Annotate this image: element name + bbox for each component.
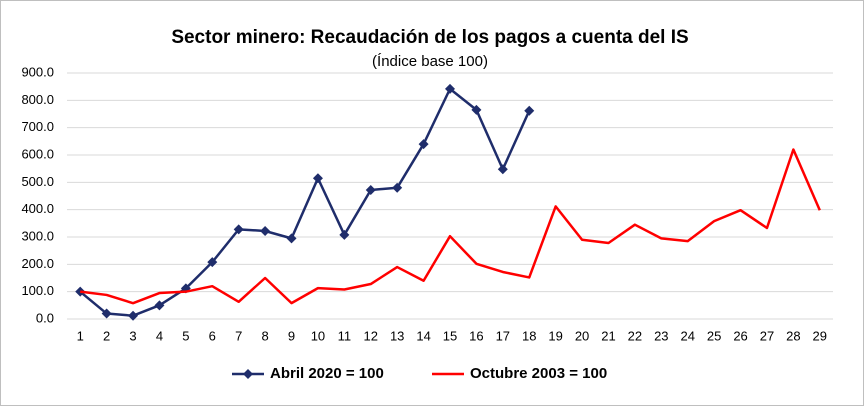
x-tick-label: 22 bbox=[628, 328, 642, 343]
marker bbox=[497, 164, 508, 175]
x-tick-label: 1 bbox=[77, 328, 84, 343]
series-line bbox=[80, 148, 821, 305]
x-tick-label: 27 bbox=[760, 328, 774, 343]
marker bbox=[365, 184, 376, 195]
x-tick-label: 19 bbox=[548, 328, 562, 343]
x-tick-label: 25 bbox=[707, 328, 721, 343]
marker bbox=[260, 225, 271, 236]
x-tick-label: 8 bbox=[261, 328, 268, 343]
legend-marker bbox=[243, 369, 253, 379]
legend-label: Abril 2020 = 100 bbox=[270, 365, 384, 382]
marker bbox=[445, 83, 455, 94]
legend-label: Octubre 2003 = 100 bbox=[470, 365, 607, 382]
chart-title: Sector minero: Recaudación de los pagos … bbox=[171, 27, 688, 48]
chart-subtitle: (Índice base 100) bbox=[372, 53, 488, 70]
x-tick-label: 14 bbox=[416, 328, 430, 343]
x-tick-label: 13 bbox=[390, 328, 404, 343]
x-tick-label: 11 bbox=[338, 328, 352, 343]
y-tick-label: 500.0 bbox=[21, 174, 54, 189]
x-tick-label: 20 bbox=[575, 328, 589, 343]
x-tick-label: 2 bbox=[103, 328, 110, 343]
x-tick-label: 29 bbox=[813, 328, 827, 343]
x-tick-label: 9 bbox=[288, 328, 295, 343]
y-tick-label: 800.0 bbox=[21, 92, 54, 107]
y-tick-label: 400.0 bbox=[21, 201, 54, 216]
marker bbox=[128, 310, 139, 321]
x-tick-label: 7 bbox=[235, 328, 242, 343]
y-tick-label: 100.0 bbox=[21, 283, 54, 298]
marker bbox=[207, 257, 218, 268]
x-tick-label: 4 bbox=[156, 328, 163, 343]
y-tick-label: 300.0 bbox=[21, 228, 54, 243]
x-tick-label: 28 bbox=[786, 328, 800, 343]
x-tick-label: 23 bbox=[654, 328, 668, 343]
x-tick-label: 24 bbox=[680, 328, 694, 343]
marker bbox=[101, 308, 112, 319]
y-tick-label: 200.0 bbox=[21, 256, 54, 271]
marker bbox=[392, 182, 403, 193]
marker bbox=[339, 229, 350, 240]
x-tick-label: 12 bbox=[364, 328, 378, 343]
x-tick-label: 3 bbox=[129, 328, 136, 343]
x-tick-label: 15 bbox=[443, 328, 457, 343]
y-tick-label: 900.0 bbox=[21, 64, 54, 79]
x-tick-label: 17 bbox=[496, 328, 510, 343]
x-tick-label: 16 bbox=[469, 328, 483, 343]
marker bbox=[418, 139, 429, 150]
marker bbox=[286, 233, 297, 244]
x-tick-label: 26 bbox=[733, 328, 747, 343]
x-tick-label: 21 bbox=[601, 328, 615, 343]
y-tick-label: 600.0 bbox=[21, 146, 54, 161]
y-tick-label: 700.0 bbox=[21, 119, 54, 134]
series-line bbox=[79, 87, 531, 317]
y-tick-label: 0.0 bbox=[36, 310, 54, 325]
marker bbox=[233, 224, 244, 235]
marker bbox=[471, 104, 482, 115]
x-tick-label: 5 bbox=[182, 328, 189, 343]
marker bbox=[312, 173, 323, 184]
x-tick-label: 10 bbox=[311, 328, 325, 343]
marker bbox=[154, 300, 165, 311]
marker bbox=[524, 105, 535, 116]
x-tick-label: 18 bbox=[522, 328, 536, 343]
x-tick-label: 6 bbox=[209, 328, 216, 343]
